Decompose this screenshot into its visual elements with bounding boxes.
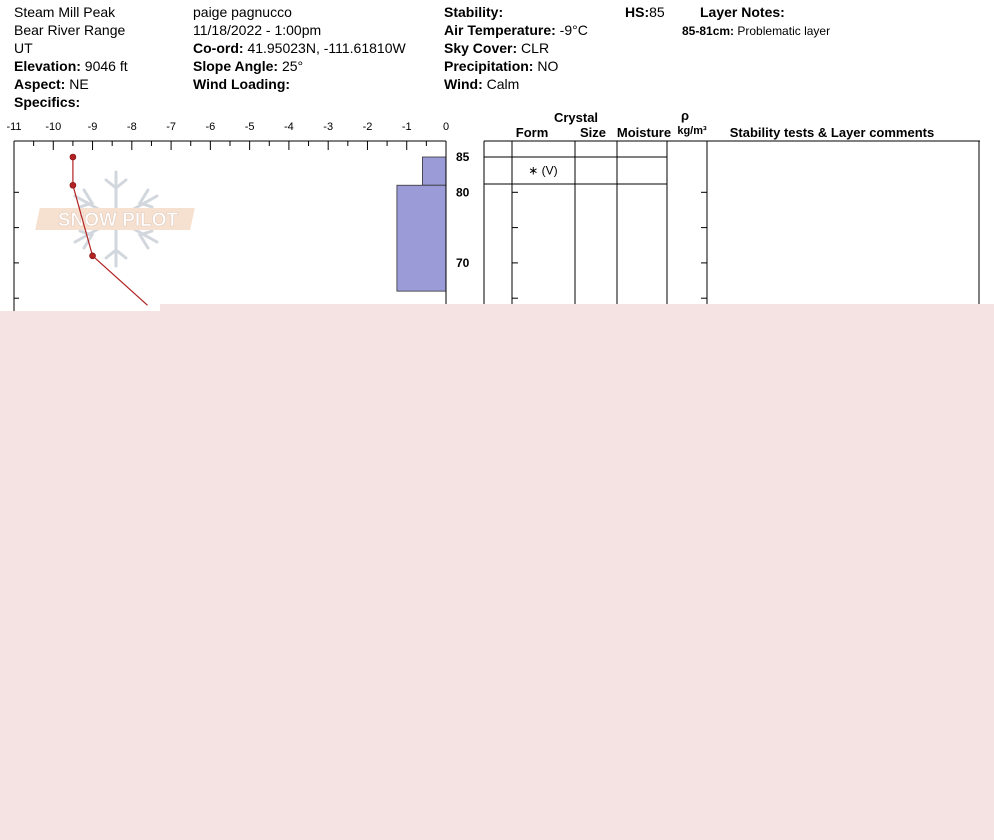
observation-datetime: 11/18/2022 - 1:00pm — [193, 22, 322, 38]
temperature-line — [72, 157, 148, 306]
aspect: Aspect: NE — [14, 76, 89, 93]
form-heading: Form — [516, 125, 549, 140]
layer-notes-label: Layer Notes: — [700, 4, 785, 20]
comments-heading: Stability tests & Layer comments — [730, 125, 934, 140]
logo-banner — [35, 208, 195, 230]
stability-label: Stability: — [444, 4, 504, 20]
precip-value: NO — [537, 58, 559, 74]
slope-value: 25° — [281, 58, 304, 74]
coordinates: Co-ord: 41.95023N, -111.61810W — [193, 40, 406, 57]
temperature-axis: -11 -10 -9 -8 -7 -6 -5 -4 -3 -2 -1 0 — [6, 121, 449, 311]
depth-axis: 85 80 70 — [14, 141, 470, 304]
layer-table-rows: ∗ (V) — [484, 156, 667, 185]
temperature-tick-label: -4 — [284, 121, 294, 133]
depth-tick-label: 80 — [456, 185, 470, 199]
temperature-point — [69, 153, 77, 161]
coord-label: Co-ord: — [193, 40, 244, 56]
crystal-heading: Crystal — [554, 110, 598, 125]
snow-height: HS:85 — [625, 4, 665, 21]
specifics-label: Specifics: — [14, 94, 81, 110]
sky-label: Sky Cover: — [444, 40, 518, 56]
temperature-point — [69, 181, 77, 189]
air-temp-label: Air Temperature: — [444, 22, 556, 38]
size-heading: Size — [580, 125, 606, 140]
elevation-value: 9046 ft — [84, 58, 128, 74]
snowpilot-logo: SNOW PILOT — [35, 170, 195, 268]
layer-form: ∗ (V) — [528, 164, 557, 178]
temperature-tick-label: -2 — [363, 121, 373, 133]
temperature-tick-label: -3 — [323, 121, 333, 133]
moisture-heading: Moisture — [617, 125, 671, 140]
layer-note: 85-81cm: Problematic layer — [682, 24, 830, 38]
hs-label: HS: — [625, 4, 650, 20]
state-name: UT — [14, 40, 33, 56]
layer-note-range: 85-81cm: — [682, 24, 735, 38]
aspect-value: NE — [69, 76, 89, 92]
elevation-label: Elevation: — [14, 58, 81, 74]
elevation: Elevation: 9046 ft — [14, 58, 128, 75]
temperature-tick-label: -8 — [127, 121, 137, 133]
slope-label: Slope Angle: — [193, 58, 279, 74]
temperature-tick-label: -1 — [402, 121, 412, 133]
density-symbol: ρ — [681, 108, 689, 123]
density-unit: kg/m³ — [677, 125, 707, 137]
wind: Wind: Calm — [444, 76, 519, 93]
white-region-strip — [0, 304, 160, 311]
slope-angle: Slope Angle: 25° — [193, 58, 303, 75]
hs-value: 85 — [649, 4, 665, 20]
layer-note-text: Problematic layer — [737, 24, 831, 38]
temperature-tick-label: -6 — [205, 121, 215, 133]
sky-cover: Sky Cover: CLR — [444, 40, 549, 57]
range-name: Bear River Range — [14, 22, 126, 38]
depth-tick-label: 70 — [456, 256, 470, 270]
location-name: Steam Mill Peak — [14, 4, 116, 20]
white-region — [0, 0, 994, 304]
logo-text: SNOW PILOT — [58, 210, 179, 231]
wind-loading-label: Wind Loading: — [193, 76, 291, 92]
temperature-tick-label: -10 — [45, 121, 61, 133]
temperature-tick-label: -7 — [166, 121, 176, 133]
air-temp-value: -9°C — [559, 22, 588, 38]
observer-name: paige pagnucco — [193, 4, 292, 20]
hardness-bars — [396, 156, 447, 292]
hardness-bar — [396, 184, 447, 292]
aspect-label: Aspect: — [14, 76, 66, 92]
hardness-bar — [422, 156, 447, 186]
layer-table-grid — [483, 140, 980, 304]
temperature-tick-label: -11 — [6, 121, 21, 133]
coord-value: 41.95023N, -111.61810W — [247, 40, 406, 56]
air-temperature: Air Temperature: -9°C — [444, 22, 588, 39]
layer-table-ticks — [512, 191, 707, 299]
precipitation: Precipitation: NO — [444, 58, 558, 75]
precip-label: Precipitation: — [444, 58, 534, 74]
wind-value: Calm — [486, 76, 520, 92]
wind-label: Wind: — [444, 76, 483, 92]
temperature-point — [89, 252, 96, 260]
temperature-tick-label: -9 — [88, 121, 98, 133]
temperature-tick-label: 0 — [443, 121, 449, 133]
temperature-tick-label: -5 — [245, 121, 255, 133]
depth-tick-label: 85 — [456, 150, 470, 164]
sky-value: CLR — [521, 40, 550, 56]
temperature-profile — [69, 153, 148, 306]
